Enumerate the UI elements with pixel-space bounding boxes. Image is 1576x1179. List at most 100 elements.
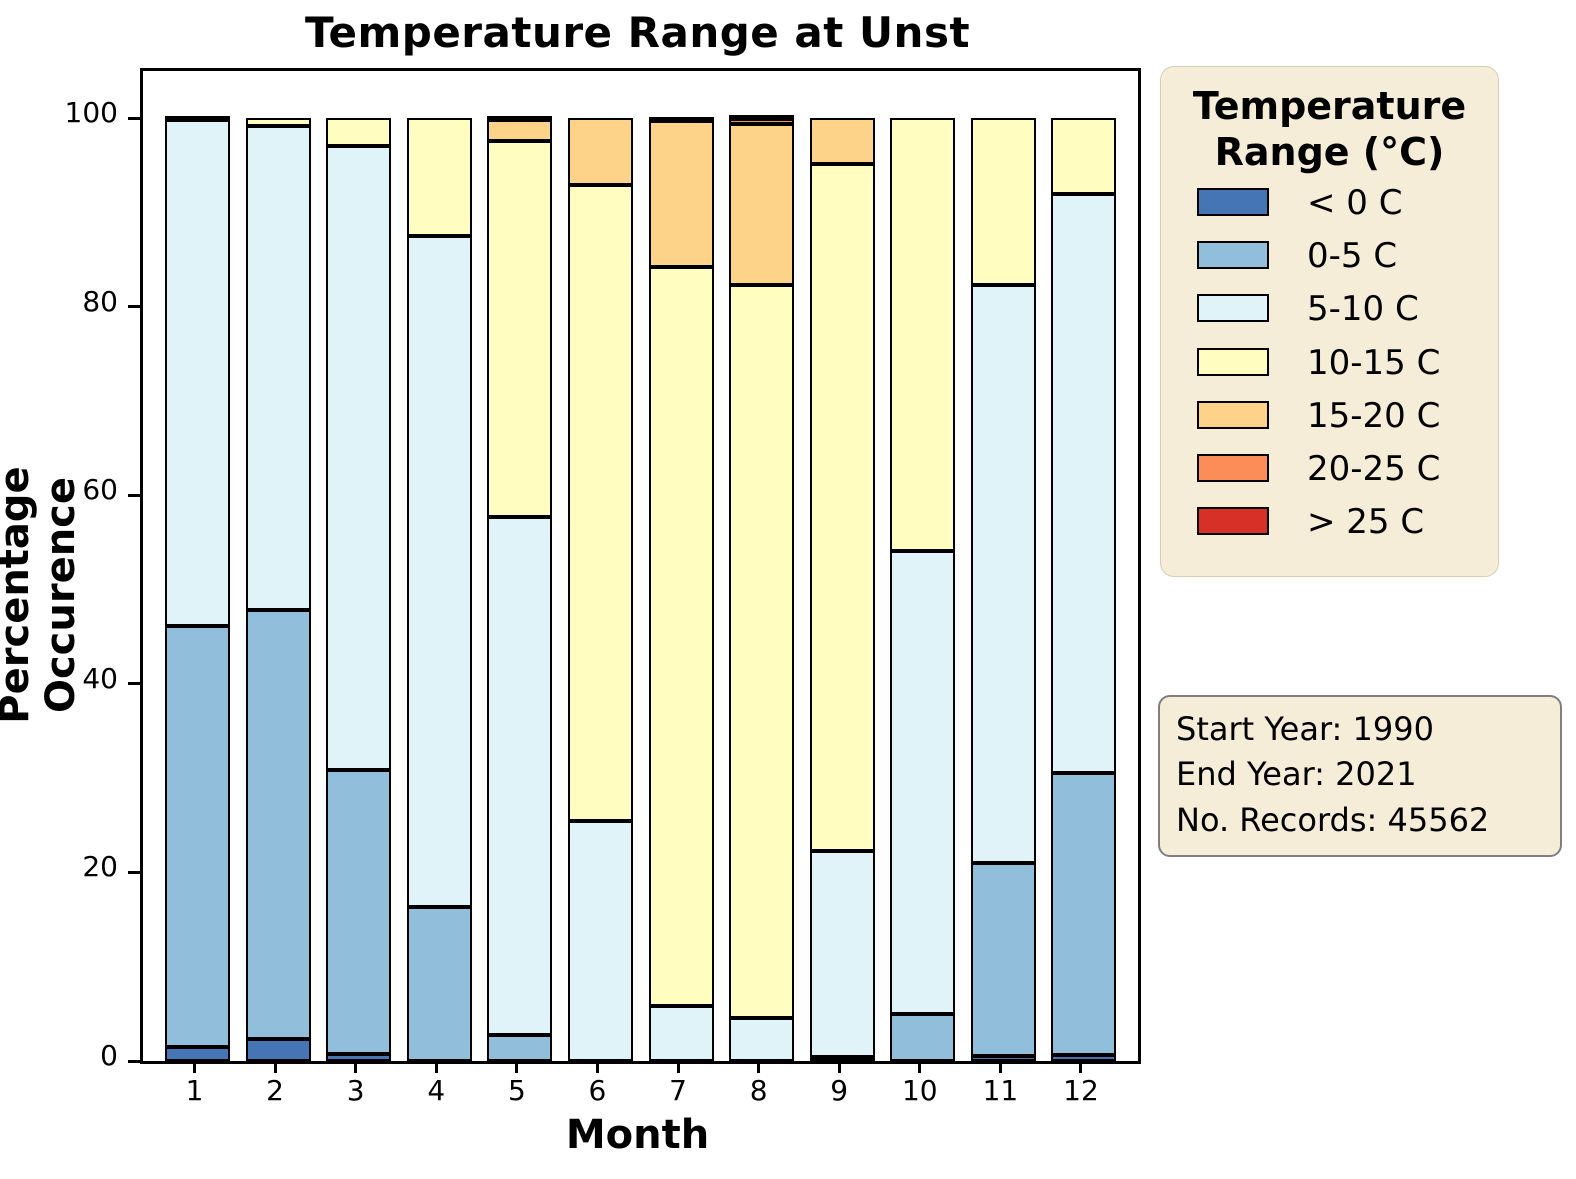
plot-area — [128, 68, 1141, 1064]
legend-swatch — [1197, 294, 1269, 323]
bar-segment-month-11-5-10C — [970, 285, 1036, 863]
bar-segment-month-9-15-20C — [809, 118, 875, 165]
x-tick-label-month-5: 5 — [507, 1074, 526, 1107]
legend-swatch — [1197, 188, 1269, 216]
y-tick-mark — [128, 870, 140, 874]
bar-segment-month-6-15-20C — [567, 118, 633, 186]
info-end-year: End Year: 2021 — [1176, 755, 1417, 794]
legend-item-5-10C: 5-10 C — [1161, 289, 1498, 330]
legend-item-10-15C: 10-15 C — [1161, 342, 1498, 383]
bar-segment-month-8-10-15C — [729, 285, 795, 1018]
x-tick-label-month-1: 1 — [185, 1074, 204, 1107]
bar-segment-month-4-5-10C — [406, 236, 472, 908]
legend-label: < 0 C — [1307, 183, 1403, 223]
bar-segment-month-5-15-20C — [487, 120, 553, 141]
bar-segment-month-12-5-10C — [1051, 193, 1117, 774]
x-tick-mark — [515, 1061, 519, 1073]
legend-swatch — [1197, 347, 1269, 376]
legend-swatch — [1197, 507, 1269, 536]
bar-segment-month-7-20-25C — [648, 116, 714, 121]
x-tick-label-month-2: 2 — [266, 1074, 284, 1107]
bar-segment-month-11-10-15C — [970, 118, 1036, 286]
legend-title: Temperature Range (°C) — [1161, 83, 1498, 176]
bar-segment-month-1-0-5C — [165, 626, 230, 1047]
bar-segment-month-8-15-20C — [729, 123, 795, 286]
legend: Temperature Range (°C) < 0 C 0-5 C 5-10 C 1… — [1160, 66, 1499, 577]
bar-segment-month-1-<0C — [165, 1046, 230, 1061]
x-tick-label-month-9: 9 — [830, 1074, 849, 1107]
legend-title-line1: Temperature — [1192, 84, 1467, 128]
bar-segment-month-12-0-5C — [1051, 773, 1117, 1056]
x-tick-mark — [1079, 1061, 1083, 1073]
x-tick-mark — [918, 1061, 922, 1073]
info-box: Start Year: 1990 End Year: 2021 No. Reco… — [1158, 695, 1562, 857]
bar-segment-month-4-10-15C — [406, 118, 472, 236]
x-tick-mark — [837, 1061, 841, 1073]
bar-segment-month-2-10-15C — [245, 118, 311, 126]
bar-segment-month-11-0-5C — [970, 863, 1036, 1057]
x-tick-label-month-4: 4 — [427, 1074, 446, 1107]
legend-item->25C: > 25 C — [1161, 502, 1498, 543]
legend-label: 15-20 C — [1307, 395, 1441, 436]
x-tick-mark — [193, 1061, 196, 1073]
legend-title-line2: Range (°C) — [1214, 130, 1445, 175]
bar-segment-month-2-5-10C — [245, 125, 311, 611]
y-tick-mark — [128, 116, 140, 120]
bar-segment-month-4-0-5C — [406, 907, 472, 1061]
x-tick-label-month-6: 6 — [588, 1074, 607, 1107]
y-tick-label: 80 — [82, 284, 118, 318]
bar-segment-month-12-10-15C — [1051, 118, 1117, 194]
x-tick-label-month-7: 7 — [669, 1074, 687, 1107]
bar-segment-month-8-5-10C — [729, 1017, 795, 1061]
legend-swatch — [1197, 454, 1269, 482]
bar-segment-month-5-0-5C — [487, 1034, 553, 1061]
bar-segment-month-8-20-25C — [729, 119, 795, 124]
x-tick-mark — [354, 1061, 358, 1073]
bar-segment-month-1-5-10C — [165, 120, 230, 627]
chart-title: Temperature Range at Unst — [304, 8, 971, 57]
bar-segment-month-8->25C — [729, 115, 795, 120]
bar-segment-month-12-<0C — [1051, 1055, 1117, 1061]
x-tick-mark — [595, 1061, 599, 1073]
legend-label: 10-15 C — [1307, 342, 1441, 383]
x-tick-label-month-3: 3 — [346, 1074, 365, 1107]
legend-item-20-25C: 20-25 C — [1161, 449, 1498, 489]
x-tick-mark — [273, 1061, 277, 1073]
y-tick-label: 0 — [100, 1039, 118, 1072]
y-tick-label: 40 — [82, 661, 118, 695]
legend-item-15-20C: 15-20 C — [1161, 395, 1498, 436]
bar-segment-month-5-20-25C — [487, 116, 553, 121]
bar-segment-month-6-5-10C — [567, 820, 633, 1061]
x-tick-label-month-8: 8 — [749, 1074, 768, 1107]
x-tick-mark — [676, 1061, 680, 1073]
bar-segment-month-2-<0C — [245, 1039, 311, 1061]
x-tick-mark — [998, 1061, 1002, 1073]
x-tick-label-month-10: 10 — [901, 1074, 938, 1107]
y-tick-mark — [128, 1059, 140, 1063]
bar-segment-month-3-5-10C — [326, 145, 392, 770]
y-tick-label: 100 — [64, 96, 118, 130]
bar-segment-month-9-5-10C — [809, 850, 875, 1058]
bar-segment-month-11-<0C — [970, 1056, 1036, 1061]
legend-label: > 25 C — [1307, 502, 1425, 543]
bar-segment-month-1-10-15C — [165, 116, 230, 121]
legend-label: 5-10 C — [1307, 289, 1419, 330]
bar-segment-month-10-10-15C — [890, 118, 956, 551]
y-tick-label: 20 — [82, 850, 118, 884]
bar-segment-month-5-10-15C — [487, 140, 553, 517]
bar-segment-month-2-0-5C — [245, 610, 311, 1040]
x-tick-label-month-12: 12 — [1063, 1074, 1099, 1107]
bar-segment-month-7-5-10C — [648, 1006, 714, 1061]
legend-swatch — [1197, 400, 1269, 429]
info-num-records: No. Records: 45562 — [1176, 800, 1490, 839]
bar-segment-month-9-0-5C — [809, 1057, 875, 1061]
legend-item-0-5C: 0-5 C — [1161, 236, 1498, 276]
bar-segment-month-5-5-10C — [487, 516, 553, 1035]
bar-segment-month-3-10-15C — [326, 118, 392, 146]
legend-label: 20-25 C — [1307, 449, 1441, 489]
info-start-year: Start Year: 1990 — [1176, 710, 1434, 748]
x-tick-label-month-11: 11 — [982, 1074, 1019, 1107]
y-tick-label: 60 — [82, 473, 118, 507]
bar-segment-month-3-<0C — [326, 1054, 392, 1061]
